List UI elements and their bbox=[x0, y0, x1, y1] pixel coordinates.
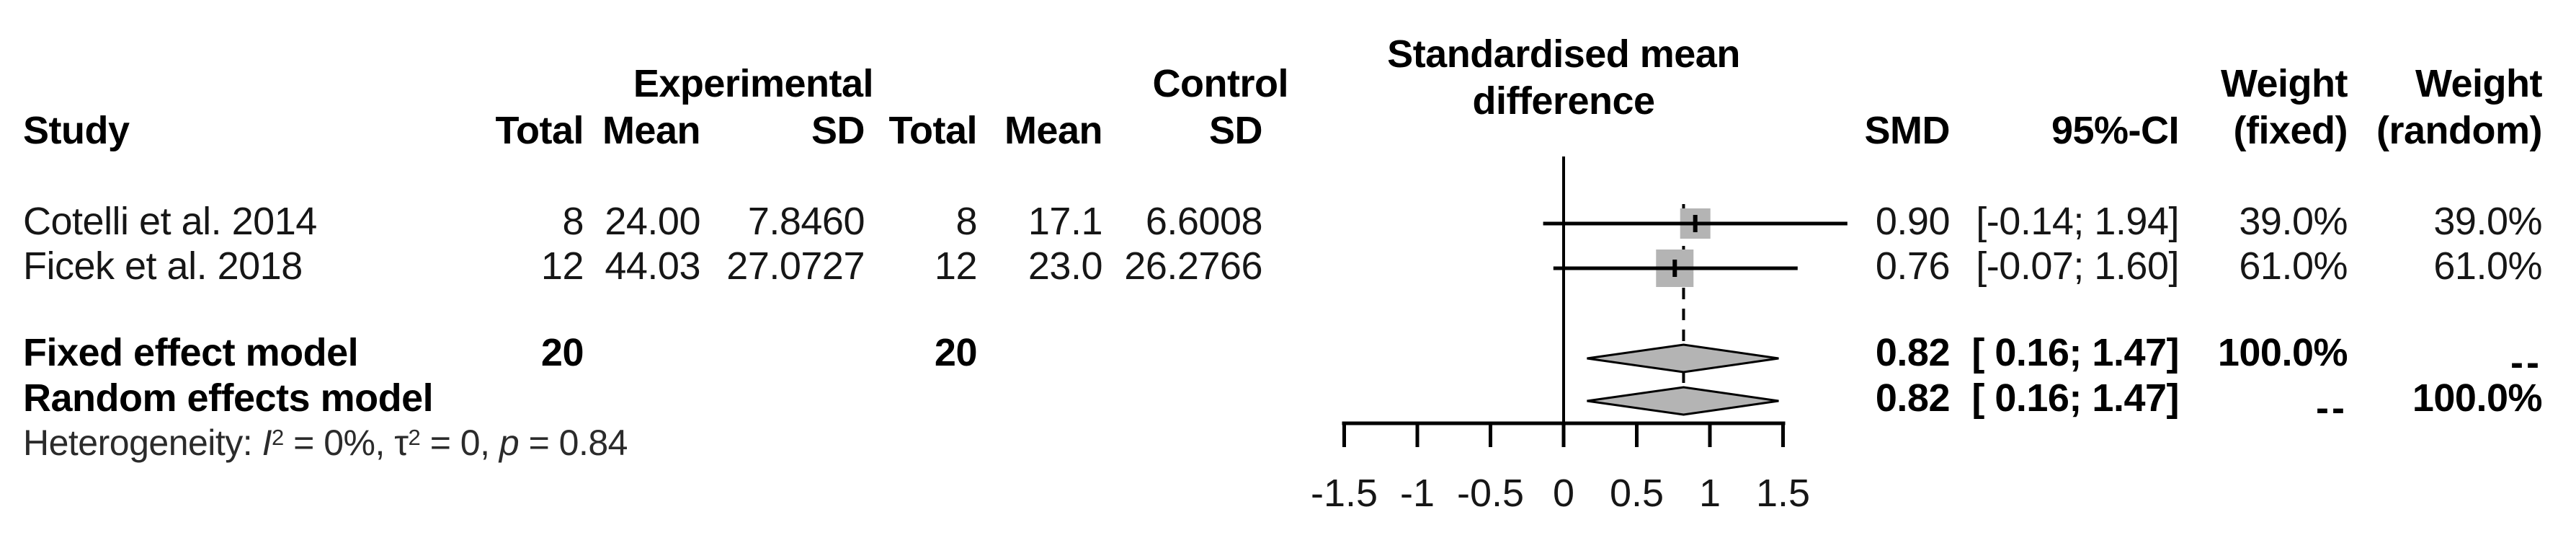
smd-column-header: SMD bbox=[1864, 109, 1951, 152]
weight-random-value: 39.0% bbox=[2433, 200, 2542, 243]
ctrl-sd-value: 26.2766 bbox=[1124, 244, 1262, 288]
exp-sd-value: 27.0727 bbox=[726, 244, 865, 288]
control-group-header: Control bbox=[1152, 62, 1289, 105]
fixed-effect-model-label: Fixed effect model bbox=[23, 331, 359, 374]
x-axis-tick-label: -0.5 bbox=[1457, 472, 1524, 515]
exp-total-sum: 20 bbox=[540, 331, 584, 374]
ctrl-sd-header: SD bbox=[1208, 109, 1263, 152]
exp-mean-value: 24.00 bbox=[605, 200, 700, 243]
smd-value: 0.82 bbox=[1875, 331, 1951, 374]
x-axis-tick-label: 0 bbox=[1553, 472, 1574, 515]
ctrl-total-value: 12 bbox=[934, 244, 978, 288]
exp-mean-header: Mean bbox=[602, 109, 701, 152]
study-column-header: Study bbox=[23, 109, 130, 152]
exp-total-value: 8 bbox=[562, 200, 584, 243]
ci-value: [ 0.16; 1.47] bbox=[1971, 376, 2179, 420]
exp-sd-header: SD bbox=[811, 109, 865, 152]
ci-value: [ 0.16; 1.47] bbox=[1971, 331, 2179, 374]
ctrl-total-header: Total bbox=[888, 109, 978, 152]
plot-title-line1: Standardised mean bbox=[1387, 32, 1740, 76]
experimental-group-header: Experimental bbox=[633, 62, 874, 105]
ctrl-total-value: 8 bbox=[955, 200, 977, 243]
ctrl-sd-value: 6.6008 bbox=[1145, 200, 1263, 243]
weight-fixed-value: 100.0% bbox=[2217, 331, 2348, 374]
weight-random-value: 61.0% bbox=[2433, 244, 2542, 288]
weight-fixed-value: 61.0% bbox=[2239, 244, 2348, 288]
weight-fixed-header-line1: Weight bbox=[2221, 62, 2348, 105]
point-estimate-tick bbox=[1672, 260, 1677, 277]
weight-random-missing: -- bbox=[2510, 330, 2542, 384]
ctrl-mean-value: 17.1 bbox=[1028, 200, 1103, 243]
ctrl-mean-value: 23.0 bbox=[1028, 244, 1103, 288]
study-name: Cotelli et al. 2014 bbox=[23, 200, 317, 243]
x-axis-tick-label: -1.5 bbox=[1311, 472, 1378, 515]
ctrl-total-sum: 20 bbox=[934, 331, 978, 374]
study-weight-square bbox=[1680, 208, 1711, 239]
ci-value: [-0.07; 1.60] bbox=[1976, 244, 2179, 288]
plot-title-line2: difference bbox=[1472, 79, 1655, 123]
summary-diamond bbox=[1587, 386, 1779, 416]
study-name: Ficek et al. 2018 bbox=[23, 244, 303, 288]
point-estimate-tick bbox=[1693, 215, 1698, 232]
x-axis-tick-label: 1.5 bbox=[1756, 472, 1810, 515]
x-axis-tick-label: 1 bbox=[1699, 472, 1721, 515]
x-axis-tick-label: 0.5 bbox=[1610, 472, 1664, 515]
smd-value: 0.90 bbox=[1875, 200, 1951, 243]
heterogeneity-stats: Heterogeneity: I2 = 0%, τ2 = 0, p = 0.84 bbox=[23, 423, 628, 463]
smd-value: 0.76 bbox=[1875, 244, 1951, 288]
weight-random-value: 100.0% bbox=[2412, 376, 2543, 420]
x-axis-tick-label: -1 bbox=[1400, 472, 1435, 515]
smd-value: 0.82 bbox=[1875, 376, 1951, 420]
summary-diamond bbox=[1587, 343, 1779, 374]
exp-total-header: Total bbox=[495, 109, 584, 152]
study-weight-square bbox=[1656, 250, 1694, 287]
missing-value-dashes: -- bbox=[2316, 387, 2348, 430]
exp-sd-value: 7.8460 bbox=[747, 200, 865, 243]
ci-value: [-0.14; 1.94] bbox=[1976, 200, 2179, 243]
missing-value-dashes: -- bbox=[2510, 341, 2542, 384]
weight-fixed-missing: -- bbox=[2316, 375, 2348, 430]
ci-column-header: 95%-CI bbox=[2051, 109, 2180, 152]
exp-total-value: 12 bbox=[540, 244, 584, 288]
weight-random-header-line2: (random) bbox=[2376, 109, 2542, 152]
exp-mean-value: 44.03 bbox=[605, 244, 700, 288]
weight-fixed-header-line2: (fixed) bbox=[2233, 109, 2348, 152]
weight-fixed-value: 39.0% bbox=[2239, 200, 2348, 243]
random-effects-model-label: Random effects model bbox=[23, 376, 434, 420]
ctrl-mean-header: Mean bbox=[1004, 109, 1103, 152]
weight-random-header-line1: Weight bbox=[2415, 62, 2542, 105]
